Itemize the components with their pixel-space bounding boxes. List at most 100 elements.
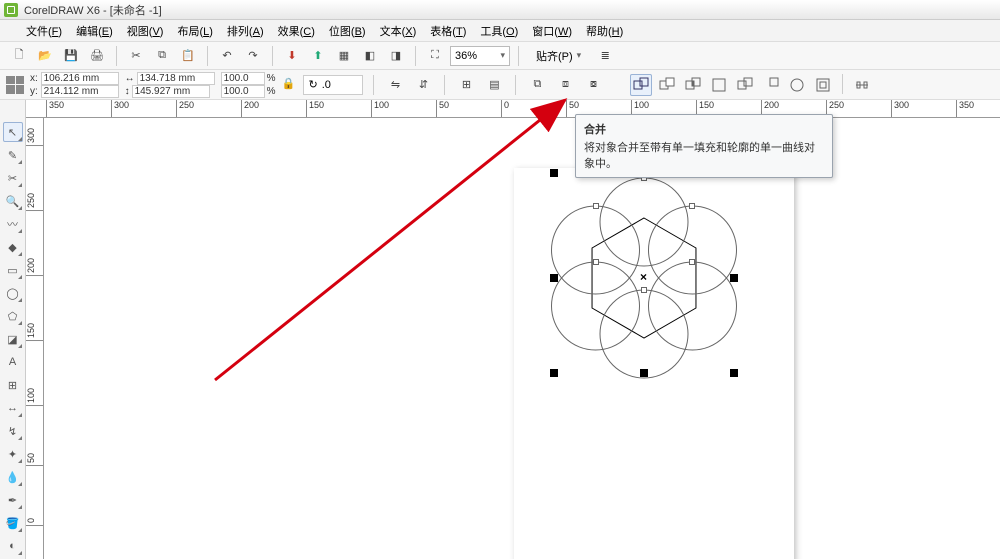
separator [116,46,117,66]
undo-button[interactable]: ↶ [216,45,238,67]
node-marker[interactable] [593,259,599,265]
welcome-button[interactable]: ◧ [359,45,381,67]
app-launcher-button[interactable]: ▦ [333,45,355,67]
separator [515,75,516,95]
export-button[interactable]: ⬆ [307,45,329,67]
new-button[interactable]: 🗋 [8,45,30,67]
weld-button[interactable] [630,74,652,96]
node-marker[interactable] [641,287,647,293]
separator [842,74,843,94]
ungroup-all-button[interactable]: ⧇ [582,74,604,96]
pick-tool[interactable]: ↖ [3,122,23,142]
intersect-button[interactable] [682,74,704,96]
paste-button[interactable]: 📋 [177,45,199,67]
selection-handle[interactable] [550,169,558,177]
copy-button[interactable]: ⧉ [151,45,173,67]
text-tool[interactable]: A [3,352,23,372]
menu-b[interactable]: 位图(B) [323,21,372,41]
x-value[interactable]: 106.216 mm [41,72,119,85]
ruler-tick: 50 [26,453,44,466]
standard-toolbar: 🗋 📂 💾 🖨 ✂ ⧉ 📋 ↶ ↷ ⬇ ⬆ ▦ ◧ ◨ ⛶ 36% 贴齐(P) … [0,42,1000,70]
node-marker[interactable] [689,259,695,265]
snap-label: 贴齐(P) [536,48,573,64]
group-button[interactable]: ⧉ [526,74,548,96]
outline-tool[interactable]: ✒ [3,490,23,510]
interactive-tool[interactable]: ✦ [3,444,23,464]
import-button[interactable]: ⬇ [281,45,303,67]
drawing-canvas[interactable]: × [44,118,1000,559]
menu-o[interactable]: 工具(O) [474,21,524,41]
ruler-tick: 300 [891,100,909,118]
menu-w[interactable]: 窗口(W) [526,21,578,41]
front-minus-back-button[interactable] [734,74,756,96]
options2-button[interactable]: ≣ [594,45,616,67]
crop-tool[interactable]: ✂ [3,168,23,188]
smart-fill-tool[interactable]: ◆ [3,237,23,257]
fullscreen-button[interactable]: ⛶ [424,45,446,67]
back-minus-front-button[interactable] [760,74,782,96]
align-distribute-button[interactable] [851,74,873,96]
property-bar: x: 106.216 mm y: 214.112 mm ↔134.718 mm … [0,70,1000,100]
table-tool[interactable]: ⊞ [3,375,23,395]
freehand-tool[interactable]: 〰 [3,214,23,234]
eyedropper-tool[interactable]: 💧 [3,467,23,487]
ruler-tick: 150 [26,323,44,341]
scale-x-value[interactable]: 100.0 [221,72,265,85]
selection-handle[interactable] [730,274,738,282]
y-value[interactable]: 214.112 mm [41,85,119,98]
tooltip-body: 将对象合并至带有单一填充和轮廓的单一曲线对象中。 [584,139,824,171]
cut-button[interactable]: ✂ [125,45,147,67]
selection-handle[interactable] [550,369,558,377]
options-button[interactable]: ◨ [385,45,407,67]
width-value[interactable]: 134.718 mm [137,72,215,85]
open-button[interactable]: 📂 [34,45,56,67]
snap-to-menu[interactable]: 贴齐(P) [527,45,590,67]
combine-button[interactable] [812,74,834,96]
align-button[interactable]: ⊞ [455,74,477,96]
connector-tool[interactable]: ↯ [3,421,23,441]
menu-e[interactable]: 编辑(E) [70,21,119,41]
interactive-fill-tool[interactable]: ◐ [3,536,23,556]
menu-c[interactable]: 效果(C) [272,21,321,41]
ungroup-button[interactable]: ⧈ [554,74,576,96]
save-button[interactable]: 💾 [60,45,82,67]
polygon-tool[interactable]: ⬠ [3,306,23,326]
ellipse-tool[interactable]: ◯ [3,283,23,303]
simplify-button[interactable] [708,74,730,96]
rotation-input[interactable]: .0 [303,75,363,95]
redo-button[interactable]: ↷ [242,45,264,67]
lock-ratio-icon[interactable]: 🔒 [281,77,297,93]
origin-picker-icon[interactable] [6,76,24,94]
boundary-button[interactable] [786,74,808,96]
height-value[interactable]: 145.927 mm [132,85,210,98]
scale-y-value[interactable]: 100.0 [221,85,265,98]
ruler-tick: 300 [111,100,129,118]
scale-readout: 100.0% 100.0% [221,72,276,98]
basic-shapes-tool[interactable]: ◪ [3,329,23,349]
percent-label: % [267,85,276,98]
node-marker[interactable] [593,203,599,209]
menu-v[interactable]: 视图(V) [121,21,170,41]
zoom-tool[interactable]: 🔍 [3,191,23,211]
shape-tool[interactable]: ✎ [3,145,23,165]
order-button[interactable]: ▤ [483,74,505,96]
trim-button[interactable] [656,74,678,96]
menu-x[interactable]: 文本(X) [374,21,423,41]
mirror-h-button[interactable]: ⇋ [384,74,406,96]
selection-handle[interactable] [640,369,648,377]
selection-handle[interactable] [730,369,738,377]
node-marker[interactable] [689,203,695,209]
dimension-tool[interactable]: ↔ [3,398,23,418]
fill-tool[interactable]: 🪣 [3,513,23,533]
menu-h[interactable]: 帮助(H) [580,21,629,41]
menu-l[interactable]: 布局(L) [171,21,218,41]
print-button[interactable]: 🖨 [86,45,108,67]
selection-handle[interactable] [550,274,558,282]
mirror-v-button[interactable]: ⇵ [412,74,434,96]
menu-t[interactable]: 表格(T) [424,21,472,41]
zoom-level-combo[interactable]: 36% [450,46,510,66]
rectangle-tool[interactable]: ▭ [3,260,23,280]
menu-a[interactable]: 排列(A) [221,21,270,41]
separator [272,46,273,66]
menu-f[interactable]: 文件(F) [20,21,68,41]
